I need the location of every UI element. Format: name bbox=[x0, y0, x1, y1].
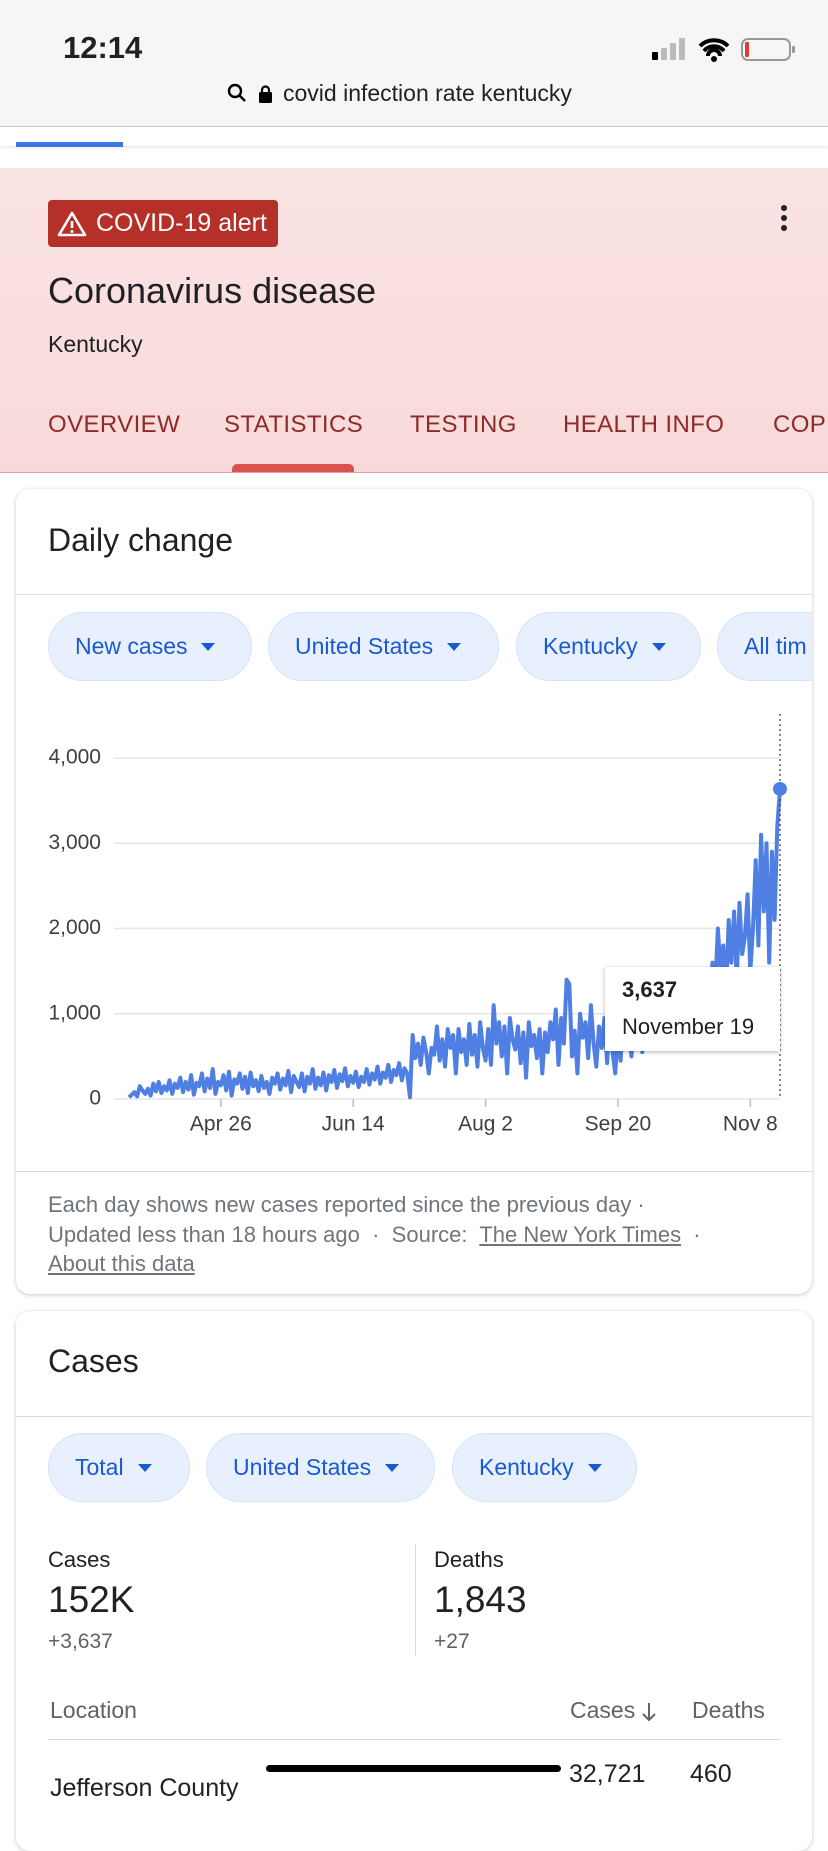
search-lock-icons bbox=[227, 83, 272, 103]
y-tick-label: 0 bbox=[89, 1087, 101, 1110]
filter-chip[interactable]: New cases bbox=[48, 612, 252, 681]
header-title: Coronavirus disease bbox=[48, 270, 377, 311]
tooltip-value: 3,637 bbox=[622, 977, 678, 1002]
top-bar bbox=[0, 0, 828, 127]
chip-label: New cases bbox=[75, 633, 188, 659]
stat-value: 1,843 bbox=[434, 1579, 527, 1620]
tab-strip bbox=[0, 127, 828, 146]
about-link-text: About this data bbox=[48, 1251, 195, 1276]
url-text[interactable]: covid infection rate kentucky bbox=[283, 80, 572, 106]
footer-source-line: Updated less than 18 hours ago · Source:… bbox=[48, 1222, 701, 1247]
chip-label: Kentucky bbox=[479, 1454, 574, 1480]
filter-chip[interactable]: All tim bbox=[717, 612, 812, 681]
x-tick-label: Nov 8 bbox=[723, 1113, 778, 1136]
card-title: Cases bbox=[48, 1343, 139, 1379]
tab[interactable]: HEALTH INFO bbox=[563, 411, 725, 438]
tab[interactable]: STATISTICS bbox=[224, 411, 364, 438]
alert-badge bbox=[48, 200, 278, 247]
tab[interactable]: OVERVIEW bbox=[48, 411, 181, 438]
daily-change-card: Daily change New cases United States Ken… bbox=[16, 489, 812, 1294]
y-tick-label: 4,000 bbox=[48, 746, 101, 769]
tab[interactable]: COP bbox=[773, 411, 827, 438]
divider bbox=[16, 1171, 812, 1172]
tab-underline bbox=[232, 464, 354, 472]
stat-divider bbox=[415, 1544, 416, 1656]
column-header: Deaths bbox=[692, 1697, 765, 1723]
y-tick-label: 3,000 bbox=[48, 831, 101, 854]
stat-change: +3,637 bbox=[48, 1630, 113, 1653]
table-cell: Jefferson County bbox=[50, 1774, 239, 1802]
filter-chip[interactable]: Total bbox=[48, 1433, 190, 1502]
table-cell: 460 bbox=[690, 1760, 732, 1788]
clock: 12:14 bbox=[63, 30, 143, 65]
stat-label: Deaths bbox=[434, 1547, 504, 1572]
x-tick-label: Jun 14 bbox=[322, 1113, 385, 1136]
card-title: Daily change bbox=[48, 522, 233, 558]
filter-chip[interactable]: Kentucky bbox=[516, 612, 701, 681]
about-link[interactable]: About this data bbox=[48, 1251, 195, 1277]
warning-icon bbox=[57, 211, 87, 237]
chip-label: Kentucky bbox=[543, 633, 638, 659]
alert-label: COVID-19 alert bbox=[96, 209, 267, 237]
y-tick-label: 2,000 bbox=[48, 916, 101, 939]
chip-label: All tim bbox=[744, 633, 807, 659]
hover-point bbox=[773, 781, 787, 796]
more-menu[interactable] bbox=[777, 204, 791, 234]
tab[interactable]: TESTING bbox=[410, 411, 517, 438]
filter-chip[interactable]: Kentucky bbox=[452, 1433, 637, 1502]
column-header: Location bbox=[50, 1697, 137, 1723]
x-tick-label: Apr 26 bbox=[190, 1113, 252, 1136]
status-icons bbox=[652, 38, 795, 62]
x-tick-label: Aug 2 bbox=[458, 1113, 513, 1136]
sort-arrow bbox=[642, 1703, 656, 1722]
chip-label: United States bbox=[295, 633, 434, 659]
tooltip: 3,637 November 19 bbox=[605, 967, 780, 1051]
active-tab-indicator bbox=[16, 142, 123, 147]
table-cell: 32,721 bbox=[569, 1760, 646, 1788]
home-indicator bbox=[266, 1765, 561, 1772]
header-location: Kentucky bbox=[48, 331, 143, 357]
x-tick-label: Sep 20 bbox=[585, 1113, 652, 1136]
chart: 0 1,000 2,000 3,000 4,000 Apr 26 Jun 14 Aug 2 Se… bbox=[48, 714, 787, 1136]
stat-value: 152K bbox=[48, 1579, 135, 1620]
chip-label: United States bbox=[233, 1454, 372, 1480]
source-label: Source: bbox=[391, 1222, 468, 1247]
chip-label: Total bbox=[75, 1454, 124, 1480]
updated-note: Updated less than 18 hours ago bbox=[48, 1222, 360, 1247]
filter-chip[interactable]: United States bbox=[206, 1433, 435, 1502]
divider bbox=[16, 1416, 812, 1417]
data-line bbox=[127, 788, 782, 1100]
y-tick-label: 1,000 bbox=[48, 1001, 101, 1024]
source-link[interactable]: The New York Times bbox=[479, 1222, 682, 1247]
filter-chip[interactable]: United States bbox=[268, 612, 499, 681]
footer-note: Each day shows new cases reported since … bbox=[48, 1192, 645, 1217]
stat-label: Cases bbox=[48, 1547, 111, 1572]
stat-change: +27 bbox=[434, 1630, 470, 1653]
divider bbox=[48, 1739, 780, 1740]
tooltip-date: November 19 bbox=[622, 1014, 755, 1039]
screen: 12:14 covid infection rate kentucky COVI… bbox=[0, 0, 828, 1802]
divider bbox=[16, 594, 812, 595]
column-header[interactable]: Cases bbox=[570, 1697, 636, 1723]
